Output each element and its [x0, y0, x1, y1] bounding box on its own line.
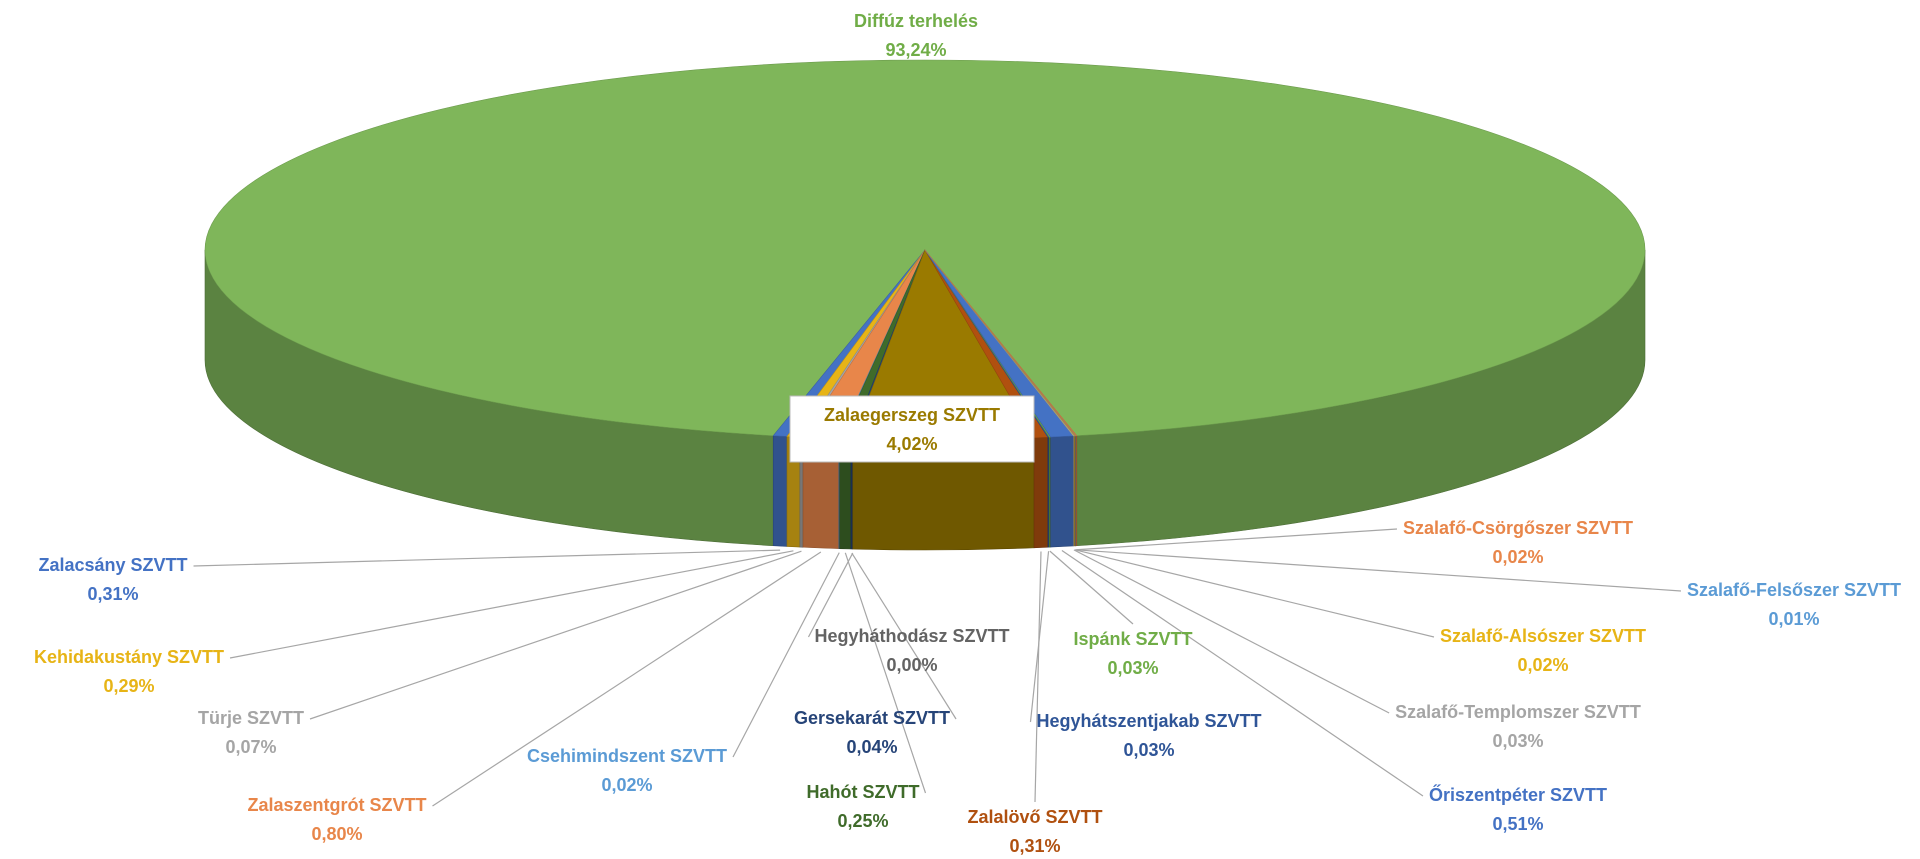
leader-line [1075, 549, 1682, 592]
slice [924, 249, 1078, 437]
category-label: Türje SZVTT [198, 708, 304, 728]
slice-side [1050, 435, 1074, 548]
leader-line [1073, 549, 1390, 714]
category-label: Zalaegerszeg SZVTT [824, 405, 1000, 425]
value-label: 0,51% [1492, 814, 1543, 834]
value-label: 0,02% [1517, 655, 1568, 675]
value-label: 0,03% [1492, 731, 1543, 751]
leader-line [1061, 550, 1424, 797]
leader-line [432, 551, 822, 807]
leader-line [807, 552, 854, 638]
value-label: 0,31% [1009, 836, 1060, 856]
category-label: Hahót SZVTT [807, 782, 920, 802]
category-label: Ispánk SZVTT [1073, 629, 1192, 649]
value-label: 93,24% [885, 40, 946, 60]
leader-line [229, 550, 794, 659]
value-label: 0,80% [311, 824, 362, 844]
category-label: Hegyhátszentjakab SZVTT [1036, 711, 1261, 731]
leader-line [1076, 528, 1398, 551]
leader-lines [193, 528, 1682, 807]
slice [204, 59, 1646, 437]
leader-line [732, 552, 840, 758]
leader-line [1049, 550, 1134, 625]
leader-line [1029, 551, 1050, 723]
value-label: 0,02% [1492, 547, 1543, 567]
value-label: 0,03% [1123, 740, 1174, 760]
label-box [789, 395, 1035, 463]
category-label: Zalaszentgrót SZVTT [247, 795, 426, 815]
category-label: Zalalövő SZVTT [967, 807, 1102, 827]
side-walls [204, 249, 1646, 551]
category-label: Csehimindszent SZVTT [527, 746, 727, 766]
leader-line [193, 549, 781, 567]
value-label: 0,02% [601, 775, 652, 795]
value-label: 0,25% [837, 811, 888, 831]
slice-side [1033, 436, 1049, 549]
leader-line [1034, 551, 1042, 803]
leader-line [844, 552, 927, 794]
leader-line [1074, 549, 1435, 638]
leader-line [851, 552, 957, 720]
value-label: 0,29% [103, 676, 154, 696]
value-label: 0,31% [87, 584, 138, 604]
value-label: 0,07% [225, 737, 276, 757]
category-label: Kehidakustány SZVTT [34, 647, 224, 667]
category-label: Szalafő-Csörgőszer SZVTT [1403, 518, 1633, 538]
category-label: Zalacsány SZVTT [38, 555, 187, 575]
value-label: 0,01% [1768, 609, 1819, 629]
category-label: Szalafő-Alsószer SZVTT [1440, 626, 1646, 646]
category-label: Szalafő-Felsőszer SZVTT [1687, 580, 1901, 600]
category-label: Szalafő-Templomszer SZVTT [1395, 702, 1641, 722]
labels: Diffúz terhelés 93,24% Zalacsány SZVTT 0,31… [34, 11, 1901, 856]
value-label: 0,04% [846, 737, 897, 757]
top-faces [204, 59, 1646, 441]
leader-line [309, 550, 802, 720]
category-label: Gersekarát SZVTT [794, 708, 950, 728]
value-label: 0,03% [1107, 658, 1158, 678]
slice-side [772, 435, 788, 547]
slice-side [1075, 435, 1078, 547]
value-label: 4,02% [886, 434, 937, 454]
category-label: Őriszentpéter SZVTT [1429, 784, 1607, 805]
category-label: Diffúz terhelés [854, 11, 978, 31]
value-label: 0,00% [886, 655, 937, 675]
category-label: Hegyháthodász SZVTT [814, 626, 1009, 646]
